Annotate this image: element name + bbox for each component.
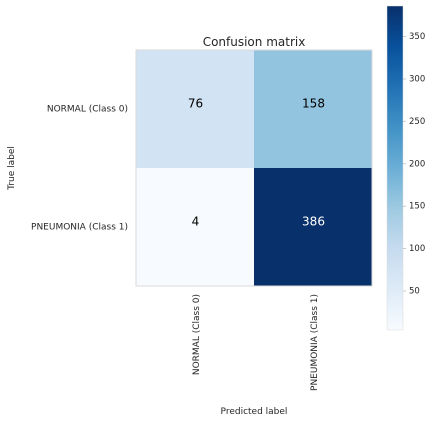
colorbar-tick-label-1: 100 [409, 244, 425, 254]
colorbar-tick-label-0: 50 [409, 286, 420, 296]
x-axis-label: Predicted label [221, 407, 288, 417]
y-tick-labels: NORMAL (Class 0) PNEUMONIA (Class 1) [31, 105, 128, 233]
heatmap-cells: 76 158 4 386 [136, 50, 372, 286]
cell-value-r0-c0: 76 [188, 97, 203, 111]
cell-value-r1-c1: 386 [302, 215, 325, 229]
colorbar-tick-label-6: 350 [409, 32, 425, 42]
y-axis-label: True label [7, 146, 17, 191]
plot-frame [135, 49, 373, 287]
x-tick-label-0: NORMAL (Class 0) [192, 294, 202, 375]
y-tick-label-0: NORMAL (Class 0) [47, 105, 128, 115]
colorbar-tick-label-2: 150 [409, 202, 425, 212]
cell-value-r1-c0: 4 [192, 215, 200, 229]
colorbar [386, 5, 404, 331]
colorbar-ticks: 50 100 150 200 250 300 350 [403, 32, 425, 296]
colorbar-tick-label-5: 300 [409, 74, 425, 84]
x-tick-labels: NORMAL (Class 0) PNEUMONIA (Class 1) [192, 294, 320, 391]
x-tick-label-1: PNEUMONIA (Class 1) [310, 294, 320, 391]
heatmap-cell-r1-c0 [136, 168, 254, 286]
cell-value-r0-c1: 158 [302, 97, 325, 111]
chart-title: Confusion matrix [203, 35, 306, 49]
y-tick-label-1: PNEUMONIA (Class 1) [31, 223, 128, 233]
colorbar-tick-label-3: 200 [409, 159, 425, 169]
heatmap-cell-r0-c1 [254, 50, 372, 168]
heatmap-cell-r1-c1 [254, 168, 372, 286]
colorbar-tick-label-4: 250 [409, 117, 425, 127]
heatmap-cell-r0-c0 [136, 50, 254, 168]
